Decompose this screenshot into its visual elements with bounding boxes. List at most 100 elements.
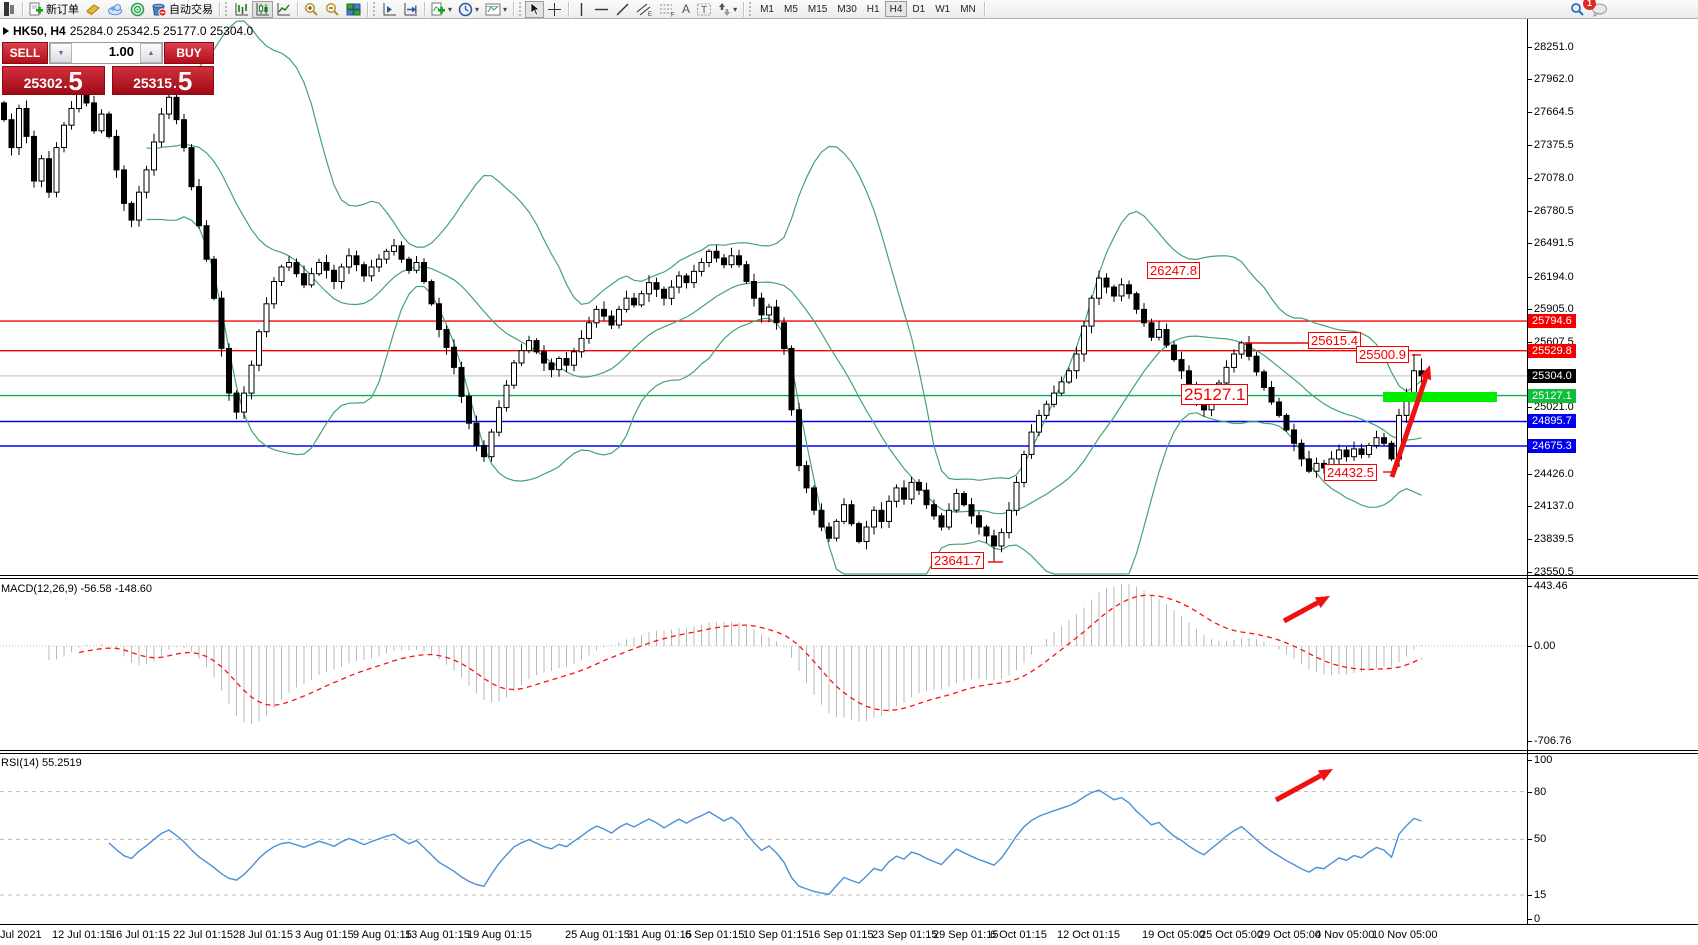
line-chart-button[interactable] — [273, 1, 294, 18]
price-tick-mark — [1527, 112, 1532, 113]
time-tick-label: 29 Oct 05:00 — [1258, 929, 1321, 941]
price-callout[interactable]: 26247.8 — [1147, 262, 1200, 279]
candlestick-chart-icon — [256, 2, 269, 15]
notifications-button[interactable]: 1 — [1583, 0, 1611, 18]
time-tick-label: 10 Nov 05:00 — [1372, 929, 1438, 941]
price-tick-label: 28251.0 — [1534, 41, 1574, 53]
time-tick-label: 13 Aug 01:15 — [405, 929, 470, 941]
volume-input[interactable]: 1.00 — [108, 44, 134, 59]
new-order-button[interactable]: 新订单 — [26, 1, 82, 18]
price-callout[interactable]: 25127.1 — [1181, 384, 1249, 405]
trendline-tool-button[interactable] — [612, 1, 633, 18]
rsi-tick-label: 15 — [1534, 889, 1547, 901]
autotrading-button[interactable]: 自动交易 — [148, 1, 216, 18]
macd-tick-label: 0.00 — [1534, 640, 1556, 652]
timeframe-h4[interactable]: H4 — [884, 1, 908, 17]
search-icon — [1571, 2, 1584, 16]
trendline-icon — [616, 3, 629, 15]
pane-separator[interactable] — [0, 750, 1698, 751]
indicators-button[interactable]: ▾ — [428, 1, 455, 18]
buy-price-quote[interactable]: 25315. 5 — [111, 66, 214, 95]
text-tool-button[interactable]: A — [679, 1, 693, 18]
svg-text:F: F — [671, 12, 675, 17]
price-tick-label: 26780.5 — [1534, 205, 1574, 217]
timeframe-m1[interactable]: M1 — [760, 3, 774, 15]
pane-separator[interactable] — [0, 578, 1698, 579]
price-level-tag: 25127.1 — [1528, 389, 1576, 403]
chart-shift-button[interactable] — [379, 1, 400, 18]
time-tick-label: 16 Jul 01:15 — [110, 929, 170, 941]
timeframe-m5[interactable]: M5 — [783, 3, 798, 15]
text-label-tool-button[interactable]: T — [693, 1, 715, 18]
chart-window-button[interactable] — [1, 1, 19, 18]
macd-pane[interactable] — [0, 579, 1527, 750]
vertical-line-tool-button[interactable] — [572, 1, 591, 18]
arrows-tool-button[interactable]: ▾ — [715, 1, 740, 18]
bar-chart-button[interactable] — [231, 1, 252, 18]
time-tick-label: 28 Jul 01:15 — [233, 929, 293, 941]
pane-separator[interactable] — [0, 753, 1698, 754]
rsi-tick-label: 0 — [1534, 913, 1541, 925]
templates-button[interactable]: ▾ — [482, 1, 510, 18]
fibonacci-tool-button[interactable]: F — [656, 1, 679, 18]
timeframe-m15[interactable]: M15 — [807, 3, 828, 15]
signals-button[interactable] — [127, 1, 148, 18]
metaeditor-button[interactable] — [82, 1, 104, 18]
price-tick-mark — [1527, 178, 1532, 179]
mql5-community-button[interactable] — [104, 1, 127, 18]
time-tick-label: 22 Jul 01:15 — [173, 929, 233, 941]
main-price-pane[interactable] — [0, 19, 1527, 575]
top-toolbar: 新订单 自动交易 — [0, 0, 1698, 19]
zoom-out-button[interactable] — [322, 1, 343, 18]
periods-button[interactable]: ▾ — [455, 1, 482, 18]
equidistant-channel-tool-button[interactable]: E — [633, 1, 656, 18]
timeframe-mn[interactable]: MN — [960, 3, 976, 15]
horizontal-line-tool-button[interactable] — [591, 1, 612, 18]
crosshair-tool-button[interactable] — [544, 1, 565, 18]
chart-shift-icon — [383, 2, 396, 15]
price-callout[interactable]: 24432.5 — [1324, 464, 1377, 481]
notification-badge: 1 — [1583, 0, 1596, 10]
price-tick-label: 24426.0 — [1534, 468, 1574, 480]
auto-scroll-button[interactable] — [400, 1, 421, 18]
candlestick-chart-button[interactable] — [252, 0, 273, 18]
price-tick-label: 25021.0 — [1534, 401, 1574, 413]
svg-text:E: E — [648, 12, 652, 17]
price-callout[interactable]: 23641.7 — [931, 552, 984, 569]
volume-increase-button[interactable]: ▲ — [140, 43, 162, 63]
price-level-tag: 25794.6 — [1528, 314, 1576, 328]
zoom-in-button[interactable] — [301, 1, 322, 18]
rsi-tick-mark — [1527, 895, 1532, 896]
pane-separator[interactable] — [0, 575, 1698, 576]
price-tick-label: 24137.0 — [1534, 500, 1574, 512]
tile-windows-button[interactable] — [343, 1, 364, 18]
timeframe-m30[interactable]: M30 — [837, 3, 857, 15]
rsi-tick-mark — [1527, 839, 1532, 840]
rsi-tick-label: 100 — [1534, 754, 1553, 766]
timeframe-h1[interactable]: H1 — [866, 3, 880, 15]
rsi-pane[interactable] — [0, 753, 1527, 924]
volume-decrease-button[interactable]: ▼ — [50, 43, 72, 63]
price-tick-mark — [1527, 211, 1532, 212]
sell-price-quote[interactable]: 25302. 5 — [2, 66, 105, 95]
search-button[interactable] — [1567, 1, 1588, 18]
new-order-label: 新订单 — [46, 4, 79, 16]
time-tick-label: 3 Aug 01:15 — [295, 929, 354, 941]
rsi-tick-label: 50 — [1534, 833, 1547, 845]
time-tick-label: 19 Oct 05:00 — [1142, 929, 1205, 941]
cursor-tool-button[interactable] — [525, 0, 545, 18]
sell-button[interactable]: SELL — [2, 42, 48, 64]
price-tick-mark — [1527, 243, 1532, 244]
macd-tick-mark — [1527, 741, 1532, 742]
price-tick-mark — [1527, 277, 1532, 278]
price-callout[interactable]: 25615.4 — [1308, 332, 1361, 349]
timeframe-w1[interactable]: W1 — [935, 3, 951, 15]
time-axis-border — [0, 924, 1698, 925]
rsi-indicator-label: RSI(14) 55.2519 — [1, 757, 82, 769]
price-callout[interactable]: 25500.9 — [1356, 346, 1409, 363]
buy-button[interactable]: BUY — [164, 42, 214, 64]
time-tick-label: 10 Sep 01:15 — [743, 929, 809, 941]
text-a-icon: A — [682, 2, 691, 16]
timeframe-d1[interactable]: D1 — [912, 3, 926, 15]
symbol-label: HK50, H4 — [13, 24, 66, 38]
